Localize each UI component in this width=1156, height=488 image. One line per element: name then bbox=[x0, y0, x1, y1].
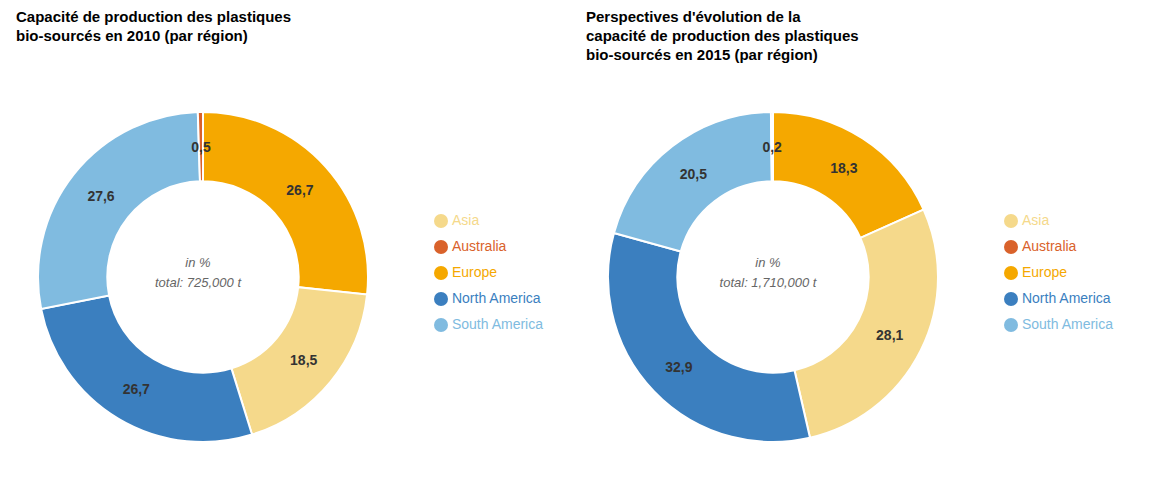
html-text:North America: North America bbox=[451, 290, 541, 306]
svg-text:32,9: 32,9 bbox=[665, 359, 692, 375]
svg-text:20,5: 20,5 bbox=[680, 166, 707, 182]
html-text:total: 1,710,000 t: total: 1,710,000 t bbox=[719, 274, 817, 289]
html-text:Europe: Europe bbox=[1021, 264, 1068, 280]
html-text:Europe: Europe bbox=[451, 264, 498, 280]
svg-text:0,5: 0,5 bbox=[191, 139, 211, 155]
html-text:in %: in % bbox=[755, 254, 781, 270]
html-text:total: 725,000 t: total: 725,000 t bbox=[155, 274, 241, 289]
html-text:Australia: Australia bbox=[451, 238, 507, 254]
html-text:South America: South America bbox=[451, 316, 543, 332]
html-text:South America: South America bbox=[1021, 316, 1113, 332]
html-text:Australia: Australia bbox=[1021, 238, 1077, 254]
html-text:Asia: Asia bbox=[451, 212, 480, 228]
html-text:Asia: Asia bbox=[1021, 212, 1050, 228]
svg-text:27,6: 27,6 bbox=[87, 188, 114, 204]
html-text:North America: North America bbox=[1021, 290, 1111, 306]
svg-text:26,7: 26,7 bbox=[123, 381, 150, 397]
svg-text:28,1: 28,1 bbox=[876, 327, 903, 343]
svg-text:0,2: 0,2 bbox=[762, 139, 782, 155]
html-text:in %: in % bbox=[185, 254, 211, 270]
html-text:Capacité de production des pla: Capacité de production des plastiques bi… bbox=[16, 8, 292, 44]
svg-text:18,5: 18,5 bbox=[290, 352, 317, 368]
svg-text:26,7: 26,7 bbox=[286, 182, 313, 198]
svg-text:18,3: 18,3 bbox=[830, 160, 857, 176]
html-text:Perspectives d'évolution de la: Perspectives d'évolution de la capacité … bbox=[586, 8, 859, 63]
